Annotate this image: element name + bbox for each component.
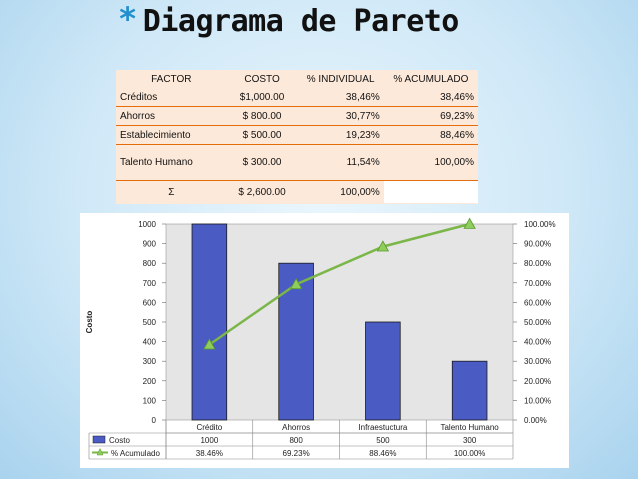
factor-table-wrap: FACTOR COSTO % INDIVIDUAL % ACUMULADO Cr… bbox=[116, 70, 478, 204]
y-tick-label: 800 bbox=[143, 259, 157, 268]
y2-tick-label: 100.00% bbox=[524, 220, 556, 229]
cell-factor: Ahorros bbox=[116, 106, 227, 126]
y2-tick-label: 60.00% bbox=[524, 298, 551, 307]
table-row: Establecimiento $ 500.00 19,23% 88,46% bbox=[116, 125, 478, 145]
cell-individual: 19,23% bbox=[297, 125, 384, 145]
cell-costo: $1,000.00 bbox=[226, 88, 298, 107]
cell-costo: $ 300.00 bbox=[226, 144, 298, 181]
header-factor: FACTOR bbox=[116, 70, 227, 88]
acumulado-marker bbox=[376, 240, 390, 252]
x-tick-label: Ahorros bbox=[282, 423, 310, 432]
y-tick-label: 200 bbox=[143, 377, 157, 386]
title-bullet: * bbox=[118, 0, 137, 38]
cell-individual: 11,54% bbox=[297, 144, 384, 181]
y-tick-label: 400 bbox=[143, 338, 157, 347]
cell-total-individual: 100,00% bbox=[340, 186, 380, 198]
header-acumulado: % ACUMULADO bbox=[383, 70, 478, 88]
cell-factor: Talento Humano bbox=[116, 144, 227, 181]
y-tick-label: 700 bbox=[143, 279, 157, 288]
title-text: Diagrama de Pareto bbox=[142, 4, 460, 39]
acumulado-line bbox=[208, 222, 470, 346]
y2-tick-label: 0.00% bbox=[524, 416, 547, 425]
x-tick-label: Infraestuctura bbox=[358, 423, 407, 432]
slide-title: * Diagrama de Pareto bbox=[118, 0, 460, 48]
data-table-costo-value: 300 bbox=[463, 436, 477, 445]
legend-acumulado-label: % Acumulado bbox=[111, 449, 160, 458]
y2-tick-label: 20.00% bbox=[524, 377, 551, 386]
legend-costo-label: Costo bbox=[109, 436, 130, 445]
cell-individual: 30,77% bbox=[297, 106, 384, 126]
y-tick-label: 1000 bbox=[138, 220, 156, 229]
data-table-acumulado-value: 100.00% bbox=[454, 449, 486, 458]
acumulado-marker bbox=[203, 338, 216, 350]
cell-total-symbol: Σ bbox=[168, 186, 175, 198]
bar-crédito bbox=[191, 223, 228, 421]
x-tick-label: Talento Humano bbox=[440, 423, 499, 432]
data-table-costo-value: 1000 bbox=[200, 436, 218, 445]
table-row: Talento Humano $ 300.00 11,54% 100,00% bbox=[116, 144, 478, 181]
legend-costo-swatch bbox=[92, 435, 106, 444]
x-tick-label: Crédito bbox=[196, 423, 222, 432]
y2-tick-label: 90.00% bbox=[524, 240, 551, 249]
header-costo: COSTO bbox=[226, 70, 298, 88]
table-row: Ahorros $ 800.00 30,77% 69,23% bbox=[116, 106, 478, 126]
y2-tick-label: 50.00% bbox=[524, 318, 551, 327]
cell-acumulado: 100,00% bbox=[383, 144, 478, 181]
acumulado-marker bbox=[289, 277, 303, 290]
y2-tick-label: 30.00% bbox=[524, 357, 551, 366]
data-table-acumulado-value: 69.23% bbox=[283, 449, 310, 458]
cell-factor: Créditos bbox=[116, 88, 227, 107]
y-tick-label: 300 bbox=[143, 357, 157, 366]
pareto-chart: 0 100 200 300 400 500 600 700 800 900 1000 0.00% 10.… bbox=[80, 213, 569, 468]
cell-factor: Establecimiento bbox=[116, 125, 227, 145]
y2-tick-label: 80.00% bbox=[524, 259, 551, 268]
data-table-costo-value: 500 bbox=[376, 436, 390, 445]
table-header-row: FACTOR COSTO % INDIVIDUAL % ACUMULADO bbox=[116, 70, 478, 88]
data-table-costo-value: 800 bbox=[289, 436, 303, 445]
acumulado-marker bbox=[463, 217, 476, 229]
factor-table: FACTOR COSTO % INDIVIDUAL % ACUMULADO Cr… bbox=[116, 70, 478, 203]
cell-individual: 38,46% bbox=[297, 88, 384, 107]
data-table-acumulado-value: 88.46% bbox=[369, 449, 396, 458]
data-table-acumulado-value: 38.46% bbox=[196, 449, 223, 458]
y-tick-label: 600 bbox=[143, 298, 157, 307]
table-row: Créditos $1,000.00 38,46% 38,46% bbox=[116, 88, 478, 107]
header-individual: % INDIVIDUAL bbox=[297, 70, 384, 88]
cell-total-acumulado bbox=[383, 180, 478, 203]
y-tick-label: 500 bbox=[143, 318, 157, 327]
bar-infraestuctura bbox=[365, 321, 401, 421]
bar-ahorros bbox=[278, 262, 314, 421]
legend-acumulado-marker bbox=[96, 447, 104, 456]
table-total-row: Σ $ 2,600.00 100,00% bbox=[116, 180, 478, 203]
y2-tick-label: 10.00% bbox=[524, 396, 551, 405]
cell-acumulado: 69,23% bbox=[383, 106, 478, 126]
y-axis-label: Costo bbox=[85, 311, 94, 334]
y2-tick-label: 40.00% bbox=[524, 338, 551, 347]
cell-total-costo: $ 2,600.00 bbox=[238, 186, 286, 198]
cell-costo: $ 800.00 bbox=[226, 106, 298, 126]
y-tick-label: 900 bbox=[143, 240, 157, 249]
bar-talento-humano bbox=[451, 360, 488, 421]
cell-costo: $ 500.00 bbox=[226, 125, 298, 145]
y-tick-label: 100 bbox=[143, 396, 157, 405]
cell-acumulado: 88,46% bbox=[383, 125, 478, 145]
y2-tick-label: 70.00% bbox=[524, 279, 551, 288]
chart-svg: 0 100 200 300 400 500 600 700 800 900 1000 0.00% 10.… bbox=[85, 217, 556, 460]
cell-acumulado: 38,46% bbox=[383, 88, 478, 107]
y-tick-label: 0 bbox=[152, 416, 157, 425]
